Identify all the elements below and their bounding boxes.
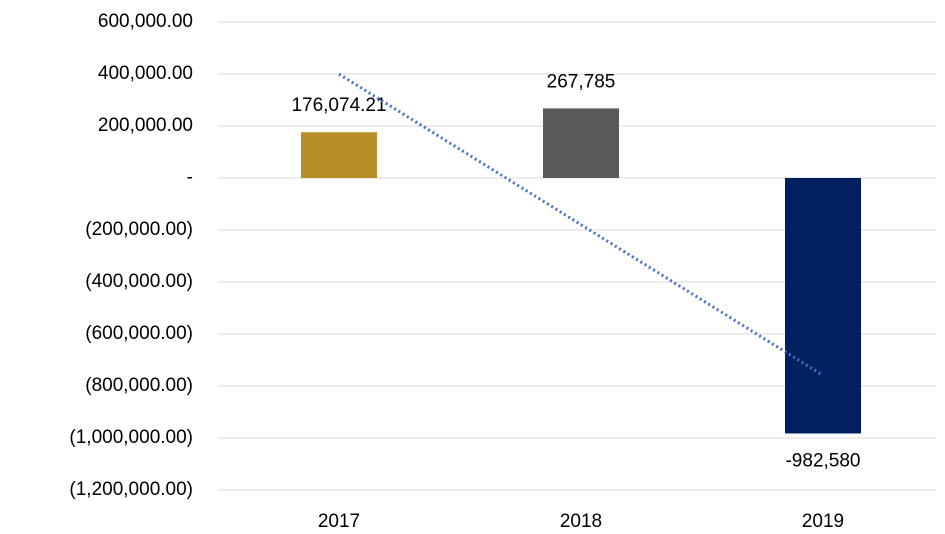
bar [301, 132, 377, 178]
data-label: 176,074.21 [291, 95, 386, 116]
y-tick-label: (1,000,000.00) [69, 427, 193, 448]
y-tick-label: 400,000.00 [98, 63, 193, 84]
x-tick-label: 2019 [802, 511, 844, 532]
x-tick-label: 2017 [318, 511, 360, 532]
bar [785, 178, 861, 434]
y-tick-label: (800,000.00) [85, 375, 193, 396]
bar [543, 108, 619, 178]
y-tick-label: 600,000.00 [98, 11, 193, 32]
y-tick-label: (600,000.00) [85, 323, 193, 344]
data-label: 267,785 [547, 71, 616, 92]
trendline [338, 72, 824, 377]
y-tick-label: (1,200,000.00) [69, 479, 193, 500]
y-tick-label: (200,000.00) [85, 219, 193, 240]
x-tick-label: 2018 [560, 511, 602, 532]
y-tick-label: 200,000.00 [98, 115, 193, 136]
data-label: -982,580 [785, 450, 860, 471]
y-tick-label: (400,000.00) [85, 271, 193, 292]
y-tick-label: - [187, 167, 193, 188]
